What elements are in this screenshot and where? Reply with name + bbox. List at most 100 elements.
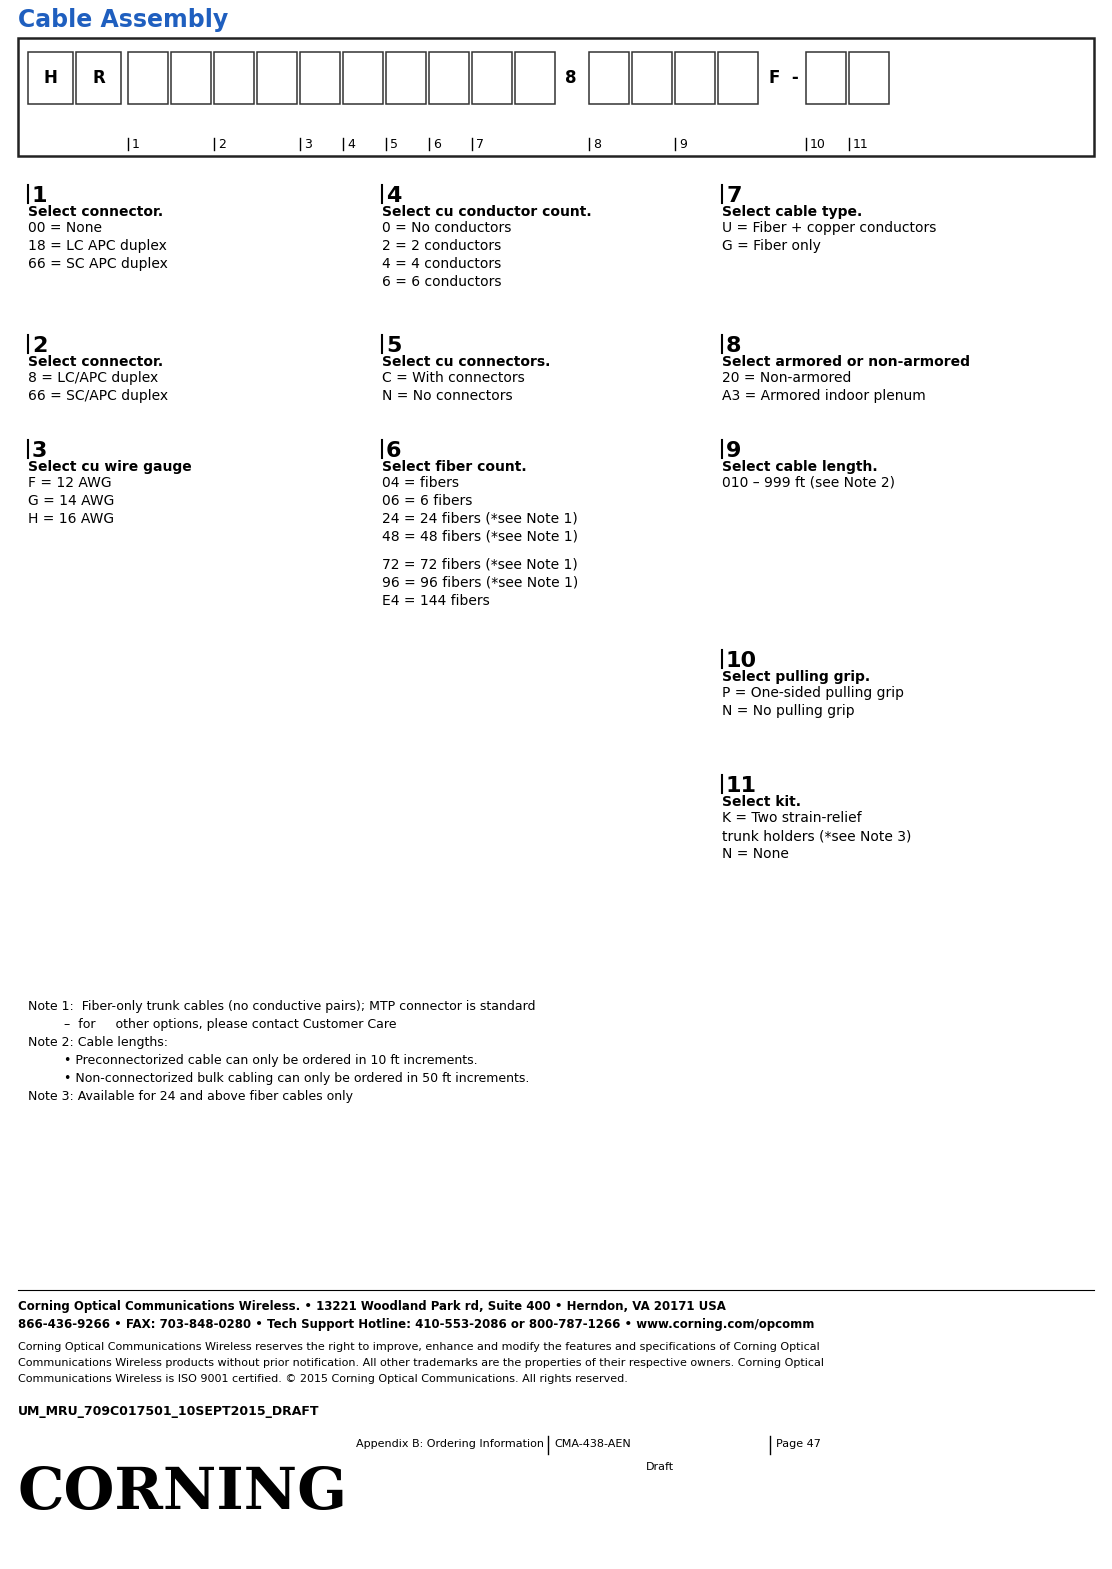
Text: 11: 11 (726, 777, 757, 795)
Text: U = Fiber + copper conductors: U = Fiber + copper conductors (722, 221, 936, 235)
Text: 11: 11 (853, 138, 868, 151)
Text: 06 = 6 fibers: 06 = 6 fibers (383, 494, 473, 508)
Text: G = Fiber only: G = Fiber only (722, 238, 821, 253)
Text: 18 = LC APC duplex: 18 = LC APC duplex (28, 238, 167, 253)
Bar (848, 52, 888, 104)
Text: Select cable type.: Select cable type. (722, 206, 862, 220)
Text: F  -: F - (770, 69, 798, 86)
Text: 3: 3 (32, 441, 48, 461)
Text: F = 12 AWG: F = 12 AWG (28, 475, 111, 490)
Bar (28, 52, 73, 104)
Bar (471, 52, 512, 104)
Text: 10: 10 (810, 138, 826, 151)
Text: Select pulling grip.: Select pulling grip. (722, 670, 870, 684)
Text: N = No connectors: N = No connectors (383, 389, 513, 403)
Text: 2: 2 (32, 336, 48, 356)
Text: Select connector.: Select connector. (28, 206, 163, 220)
Text: C = With connectors: C = With connectors (383, 370, 525, 384)
Text: 8: 8 (726, 336, 742, 356)
Text: 4 = 4 conductors: 4 = 4 conductors (383, 257, 502, 271)
Text: 0 = No conductors: 0 = No conductors (383, 221, 512, 235)
Text: 8 = LC/APC duplex: 8 = LC/APC duplex (28, 370, 158, 384)
Text: Appendix B: Ordering Information: Appendix B: Ordering Information (356, 1439, 544, 1450)
Text: P = One-sided pulling grip: P = One-sided pulling grip (722, 686, 904, 700)
Bar (386, 52, 426, 104)
Text: 866-436-9266 • FAX: 703-848-0280 • Tech Support Hotline: 410-553-2086 or 800-787: 866-436-9266 • FAX: 703-848-0280 • Tech … (18, 1318, 814, 1331)
Text: Note 1:  Fiber-only trunk cables (no conductive pairs); MTP connector is standar: Note 1: Fiber-only trunk cables (no cond… (28, 999, 536, 1014)
Text: H = 16 AWG: H = 16 AWG (28, 511, 115, 526)
Text: –  for     other options, please contact Customer Care: – for other options, please contact Cust… (28, 1018, 397, 1031)
Text: H: H (43, 69, 58, 86)
Bar (342, 52, 383, 104)
Text: 48 = 48 fibers (*see Note 1): 48 = 48 fibers (*see Note 1) (383, 530, 578, 544)
Text: 72 = 72 fibers (*see Note 1): 72 = 72 fibers (*see Note 1) (383, 559, 578, 573)
Text: 1: 1 (32, 187, 48, 206)
Text: CMA-438-AEN: CMA-438-AEN (554, 1439, 631, 1450)
Text: N = None: N = None (722, 847, 788, 861)
Text: 1: 1 (132, 138, 140, 151)
Text: 7: 7 (476, 138, 484, 151)
Text: Corning Optical Communications Wireless. • 13221 Woodland Park rd, Suite 400 • H: Corning Optical Communications Wireless.… (18, 1301, 726, 1313)
Text: 00 = None: 00 = None (28, 221, 102, 235)
Text: 24 = 24 fibers (*see Note 1): 24 = 24 fibers (*see Note 1) (383, 511, 578, 526)
Text: CORNING: CORNING (18, 1465, 348, 1520)
Text: 8: 8 (565, 69, 577, 86)
Text: Select cable length.: Select cable length. (722, 460, 877, 474)
Bar (128, 52, 168, 104)
Text: 10: 10 (726, 651, 757, 672)
Text: R: R (92, 69, 105, 86)
Text: Page 47: Page 47 (776, 1439, 821, 1450)
Bar (429, 52, 469, 104)
Text: 20 = Non-armored: 20 = Non-armored (722, 370, 852, 384)
Bar (632, 52, 672, 104)
Text: Cable Assembly: Cable Assembly (18, 8, 228, 31)
Text: 5: 5 (390, 138, 398, 151)
Text: 66 = SC APC duplex: 66 = SC APC duplex (28, 257, 168, 271)
Bar (18, 38, 1094, 155)
Text: E4 = 144 fibers: E4 = 144 fibers (383, 595, 489, 609)
Text: 9: 9 (726, 441, 742, 461)
Text: 9: 9 (679, 138, 687, 151)
Text: 010 – 999 ft (see Note 2): 010 – 999 ft (see Note 2) (722, 475, 895, 490)
Text: UM_MRU_709C017501_10SEPT2015_DRAFT: UM_MRU_709C017501_10SEPT2015_DRAFT (18, 1404, 319, 1418)
Text: Select fiber count.: Select fiber count. (383, 460, 527, 474)
Bar (171, 52, 211, 104)
Bar (515, 52, 555, 104)
Text: Corning Optical Communications Wireless reserves the right to improve, enhance a: Corning Optical Communications Wireless … (18, 1341, 820, 1352)
Text: 6 = 6 conductors: 6 = 6 conductors (383, 275, 502, 289)
Text: 2 = 2 conductors: 2 = 2 conductors (383, 238, 502, 253)
Text: Select cu wire gauge: Select cu wire gauge (28, 460, 191, 474)
Text: 4: 4 (386, 187, 401, 206)
Text: 6: 6 (386, 441, 401, 461)
Bar (718, 52, 758, 104)
Text: 04 = fibers: 04 = fibers (383, 475, 459, 490)
Bar (214, 52, 254, 104)
Text: 96 = 96 fibers (*see Note 1): 96 = 96 fibers (*see Note 1) (383, 576, 578, 590)
Text: Note 3: Available for 24 and above fiber cables only: Note 3: Available for 24 and above fiber… (28, 1090, 353, 1103)
Bar (675, 52, 715, 104)
Text: 5: 5 (386, 336, 401, 356)
Text: 6: 6 (433, 138, 440, 151)
Text: N = No pulling grip: N = No pulling grip (722, 704, 855, 719)
Text: 3: 3 (304, 138, 311, 151)
Text: 8: 8 (593, 138, 600, 151)
Text: Select armored or non-armored: Select armored or non-armored (722, 355, 970, 369)
Text: 7: 7 (726, 187, 742, 206)
Text: Select cu conductor count.: Select cu conductor count. (383, 206, 592, 220)
Bar (257, 52, 297, 104)
Text: 2: 2 (218, 138, 226, 151)
Bar (589, 52, 629, 104)
Text: K = Two strain-relief: K = Two strain-relief (722, 811, 862, 825)
Text: Select cu connectors.: Select cu connectors. (383, 355, 550, 369)
Text: Communications Wireless is ISO 9001 certified. © 2015 Corning Optical Communicat: Communications Wireless is ISO 9001 cert… (18, 1374, 628, 1384)
Text: • Preconnectorized cable can only be ordered in 10 ft increments.: • Preconnectorized cable can only be ord… (28, 1054, 478, 1067)
Text: A3 = Armored indoor plenum: A3 = Armored indoor plenum (722, 389, 926, 403)
Text: Note 2: Cable lengths:: Note 2: Cable lengths: (28, 1036, 168, 1050)
Text: Communications Wireless products without prior notification. All other trademark: Communications Wireless products without… (18, 1359, 824, 1368)
Text: 4: 4 (347, 138, 355, 151)
Text: Select kit.: Select kit. (722, 795, 801, 810)
Text: G = 14 AWG: G = 14 AWG (28, 494, 115, 508)
Bar (300, 52, 340, 104)
Bar (76, 52, 121, 104)
Text: Select connector.: Select connector. (28, 355, 163, 369)
